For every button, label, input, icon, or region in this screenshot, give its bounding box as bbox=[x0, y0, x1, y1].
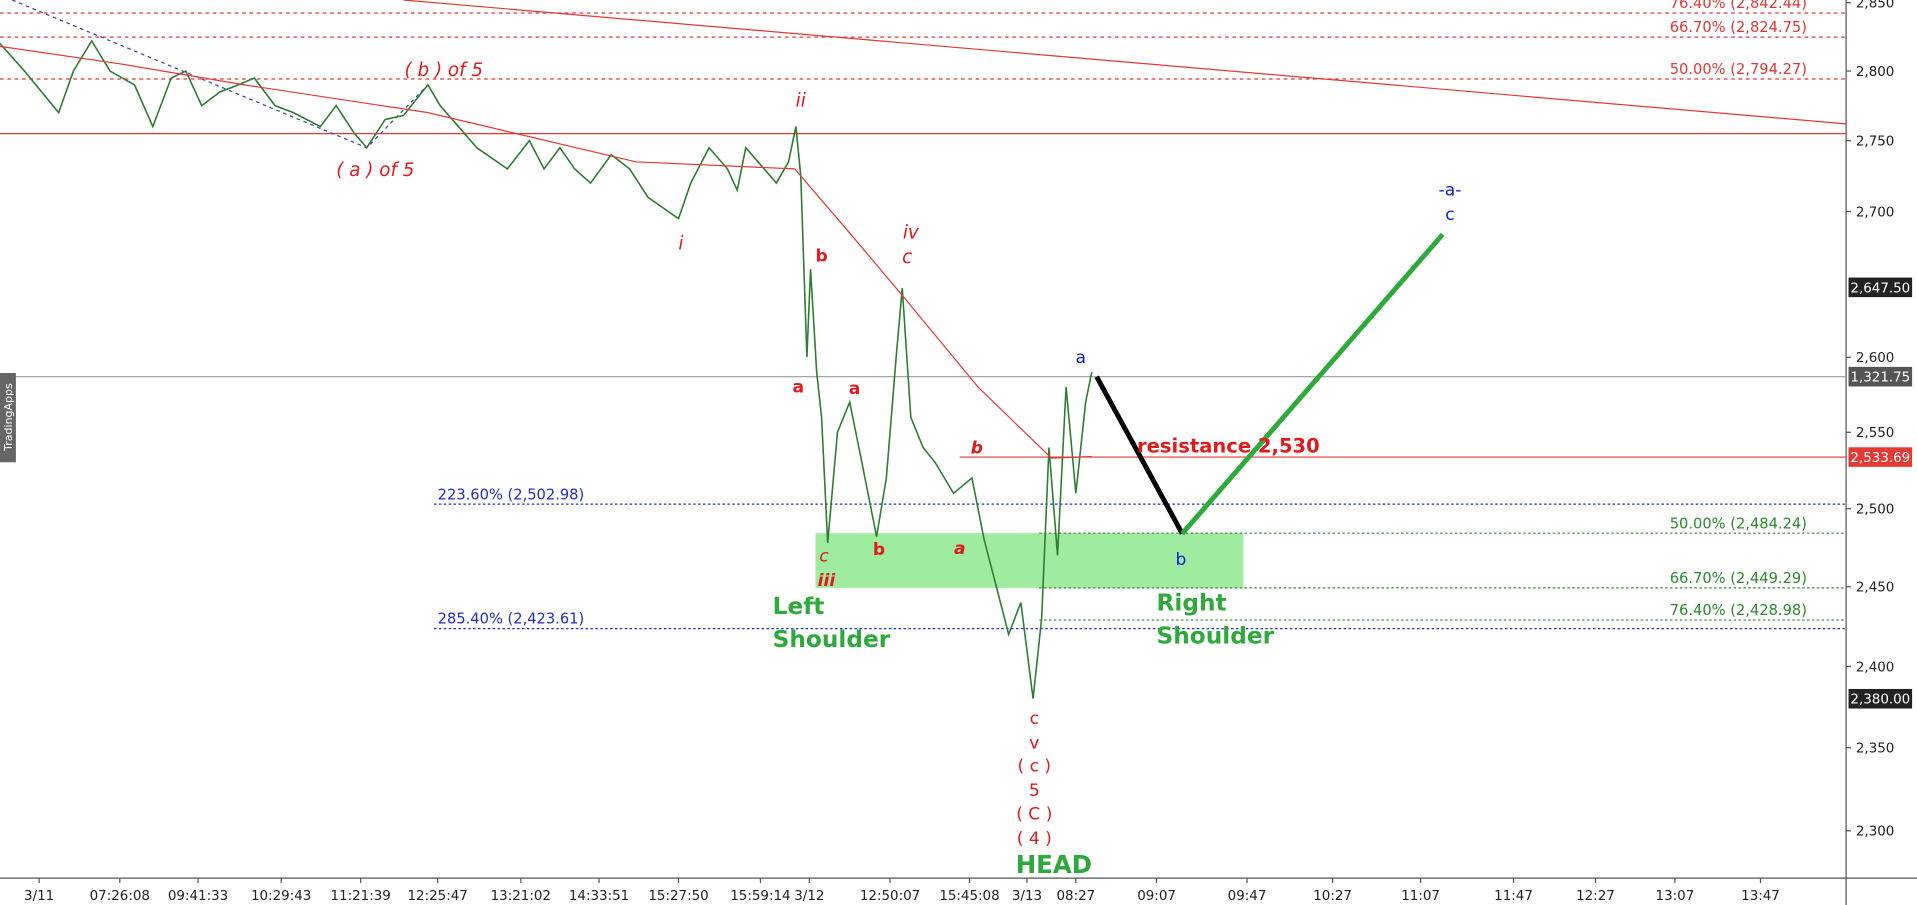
crosshair-tag-label: 1,321.75 bbox=[1850, 371, 1910, 386]
wave-label: b bbox=[815, 247, 827, 267]
wave-label: ( c ) bbox=[1017, 757, 1051, 777]
x-tick-label: 12:27 bbox=[1576, 889, 1615, 904]
drawn-line bbox=[1180, 232, 1445, 536]
x-tick-label: 12:50:07 bbox=[860, 889, 920, 904]
wave-label: resistance 2,530 bbox=[1137, 434, 1320, 457]
y-tick-label: 2,400 bbox=[1856, 660, 1894, 675]
wave-label: a bbox=[793, 378, 805, 398]
x-tick-label: 11:47 bbox=[1494, 889, 1533, 904]
y-tick-label: 2,500 bbox=[1856, 503, 1894, 518]
x-tick-label: 3/12 bbox=[794, 889, 824, 904]
price-tag-label: 2,380.00 bbox=[1850, 693, 1910, 708]
x-tick-label: 15:45:08 bbox=[939, 889, 999, 904]
wave-label: c bbox=[1445, 205, 1454, 225]
wave-label: b bbox=[1176, 550, 1187, 570]
x-tick-label: 13:07 bbox=[1656, 889, 1695, 904]
y-tick-label: 2,750 bbox=[1856, 135, 1894, 150]
fib-label: 285.40% (2,423.61) bbox=[438, 611, 585, 628]
wave-label: HEAD bbox=[1016, 850, 1092, 879]
x-tick-label: 09:07 bbox=[1137, 889, 1176, 904]
wave-label: c bbox=[902, 247, 912, 268]
price-tag-label: 2,533.69 bbox=[1850, 451, 1910, 466]
y-tick-label: 2,800 bbox=[1856, 65, 1894, 80]
x-tick-label: 15:27:50 bbox=[648, 889, 708, 904]
fib-label: 66.70% (2,824.75) bbox=[1670, 19, 1807, 36]
wave-label: ii bbox=[796, 90, 806, 111]
fib-label: 76.40% (2,428.98) bbox=[1670, 602, 1807, 619]
x-tick-label: 13:21:02 bbox=[491, 889, 551, 904]
price-tag bbox=[1848, 688, 1913, 709]
series-line bbox=[0, 45, 1092, 459]
side-tab bbox=[0, 373, 16, 463]
side-tab-label: TradingApps bbox=[2, 383, 15, 452]
support-zone bbox=[815, 533, 1244, 588]
wave-label: Left bbox=[773, 593, 825, 620]
drawn-line bbox=[403, 0, 1847, 125]
x-tick-label: 11:07 bbox=[1401, 889, 1440, 904]
price-tag bbox=[1848, 447, 1913, 467]
wave-label: ( 4 ) bbox=[1017, 829, 1052, 849]
x-tick-label: 12:25:47 bbox=[408, 889, 468, 904]
y-tick-label: 2,450 bbox=[1856, 581, 1894, 596]
wave-label: ( C ) bbox=[1016, 804, 1052, 824]
x-tick-label: 3/13 bbox=[1012, 889, 1042, 904]
wave-label: a bbox=[1076, 348, 1086, 368]
fib-label: 50.00% (2,484.24) bbox=[1670, 515, 1807, 532]
crosshair-tag bbox=[1848, 366, 1913, 387]
wave-label: i bbox=[678, 233, 683, 254]
wave-label: iii bbox=[818, 571, 837, 591]
y-tick-label: 2,300 bbox=[1856, 825, 1894, 840]
wave-label: c bbox=[819, 546, 829, 566]
x-tick-label: 11:21:39 bbox=[330, 889, 390, 904]
x-tick-label: 08:27 bbox=[1057, 889, 1096, 904]
x-tick-label: 10:29:43 bbox=[251, 889, 311, 904]
wave-label: v bbox=[1029, 733, 1039, 753]
wave-label: ( a ) of 5 bbox=[336, 160, 414, 181]
y-tick-label: 2,700 bbox=[1856, 205, 1894, 220]
wave-label: Right bbox=[1157, 589, 1227, 616]
x-tick-label: 3/11 bbox=[24, 889, 54, 904]
price-tag-label: 2,647.50 bbox=[1850, 281, 1910, 296]
wave-label: b bbox=[873, 540, 885, 560]
wave-label: -a- bbox=[1439, 181, 1462, 201]
y-tick-label: 2,850 bbox=[1856, 0, 1894, 12]
wave-label: b bbox=[971, 439, 983, 459]
y-tick-label: 2,350 bbox=[1856, 742, 1894, 757]
x-tick-label: 09:41:33 bbox=[168, 889, 228, 904]
fib-label: 223.60% (2,502.98) bbox=[438, 486, 585, 503]
x-tick-label: 10:27 bbox=[1313, 889, 1352, 904]
fib-label: 66.70% (2,449.29) bbox=[1670, 570, 1807, 587]
wave-label: ( b ) of 5 bbox=[405, 60, 484, 81]
y-tick-label: 2,600 bbox=[1856, 351, 1894, 366]
wave-label: Shoulder bbox=[773, 626, 891, 653]
wave-label: a bbox=[954, 539, 966, 559]
y-tick-label: 2,550 bbox=[1856, 426, 1894, 441]
x-tick-label: 15:59:14 bbox=[730, 889, 790, 904]
series-line bbox=[0, 39, 1093, 699]
wave-label: Shoulder bbox=[1157, 622, 1275, 649]
fib-label: 50.00% (2,794.27) bbox=[1670, 61, 1807, 78]
price-tag bbox=[1848, 277, 1913, 298]
x-tick-label: 13:47 bbox=[1741, 889, 1780, 904]
wave-label: iv bbox=[903, 222, 920, 243]
wave-label: c bbox=[1030, 709, 1039, 729]
x-tick-label: 14:33:51 bbox=[569, 889, 629, 904]
wave-label: 5 bbox=[1029, 781, 1040, 801]
fib-label: 76.40% (2,842.44) bbox=[1670, 0, 1807, 12]
drawn-line bbox=[1094, 375, 1185, 535]
x-tick-label: 09:47 bbox=[1228, 889, 1267, 904]
x-tick-label: 07:26:08 bbox=[90, 889, 150, 904]
wave-label: a bbox=[849, 379, 861, 399]
